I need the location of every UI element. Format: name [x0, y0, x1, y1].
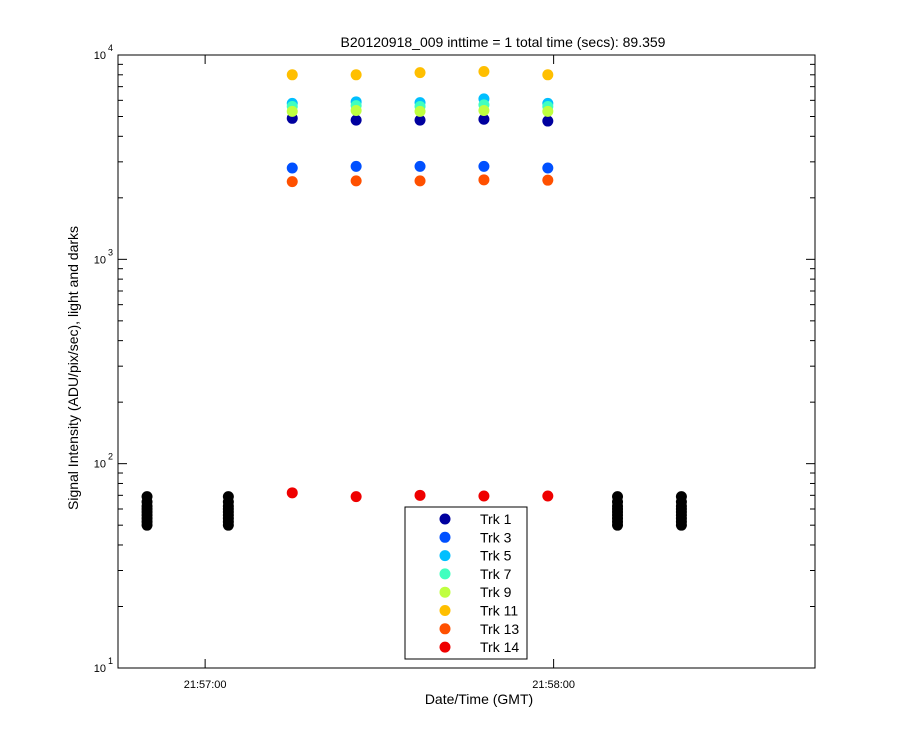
y-tick-label: 10: [94, 459, 106, 471]
y-tick-label: 10: [94, 663, 106, 675]
legend-marker: [439, 513, 451, 525]
point-trk-11: [286, 69, 298, 81]
y-tick-exponent: 4: [108, 43, 113, 53]
legend-label: Trk 11: [480, 603, 518, 619]
legend-marker: [439, 550, 451, 562]
legend-box: [404, 506, 528, 660]
point-trk-14: [414, 489, 426, 501]
y-tick-label: 10: [94, 254, 106, 266]
point-trk-3: [542, 162, 554, 174]
point-trk-1: [542, 115, 554, 127]
dark-point: [675, 491, 687, 503]
point-trk-14: [478, 490, 490, 502]
legend-label: Trk 5: [480, 548, 512, 564]
point-trk-14: [350, 491, 362, 503]
legend-marker: [439, 568, 451, 580]
legend-marker: [439, 641, 451, 653]
x-tick-label: 21:57:00: [184, 679, 227, 691]
x-axis-label: Date/Time (GMT): [425, 691, 533, 707]
legend-label: Trk 13: [480, 621, 519, 637]
point-trk-13: [350, 175, 362, 187]
legend-marker: [439, 586, 451, 598]
point-trk-1: [350, 114, 362, 126]
x-tick-labels: 21:57:00 21:58:00: [184, 679, 575, 691]
dark-point: [141, 491, 153, 503]
point-trk-9: [350, 105, 362, 117]
x-tick-label: 21:58:00: [532, 679, 575, 691]
point-trk-3: [478, 160, 490, 172]
legend-label: Trk 7: [480, 566, 512, 582]
legend-label: Trk 9: [480, 584, 512, 600]
legend-label: Trk 3: [480, 529, 512, 545]
point-trk-9: [286, 105, 298, 117]
y-axis-label: Signal Intensity (ADU/pix/sec), light an…: [65, 226, 81, 510]
point-trk-13: [414, 175, 426, 187]
y-tick-exponent: 1: [108, 656, 113, 666]
point-trk-9: [478, 105, 490, 117]
data-points: [141, 66, 687, 531]
dark-point: [612, 491, 624, 503]
point-trk-13: [286, 176, 298, 188]
legend-marker: [439, 531, 451, 543]
y-tick-exponent: 3: [108, 247, 113, 257]
legend-label: Trk 1: [480, 511, 512, 527]
legend: Trk 1 Trk 3 Trk 5 Trk 7 Trk 9 Trk 11 Trk 13 Trk…: [404, 506, 528, 660]
point-trk-11: [350, 69, 362, 81]
y-tick-label: 10: [94, 50, 106, 62]
legend-marker: [439, 623, 451, 635]
point-trk-14: [542, 490, 554, 502]
point-trk-1: [414, 114, 426, 126]
point-trk-3: [414, 160, 426, 172]
legend-marker: [439, 605, 451, 616]
point-trk-14: [286, 487, 298, 499]
point-trk-13: [478, 174, 490, 186]
point-trk-11: [542, 69, 554, 81]
legend-label: Trk 14: [480, 639, 519, 655]
dark-point: [222, 491, 234, 503]
axis-ticks: [118, 54, 815, 669]
y-tick-exponent: 2: [108, 452, 113, 462]
point-trk-3: [286, 162, 298, 174]
point-trk-3: [350, 160, 362, 172]
point-trk-11: [414, 67, 426, 79]
chart-title: B20120918_009 inttime = 1 total time (se…: [341, 34, 666, 50]
point-trk-9: [542, 105, 554, 117]
point-trk-1: [478, 113, 490, 125]
point-trk-13: [542, 174, 554, 186]
point-trk-11: [478, 66, 490, 78]
point-trk-9: [414, 105, 426, 117]
